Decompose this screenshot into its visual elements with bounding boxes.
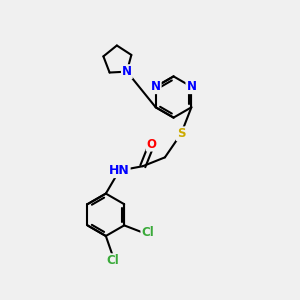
Text: Cl: Cl xyxy=(141,226,154,239)
Text: Cl: Cl xyxy=(107,254,120,267)
Text: N: N xyxy=(122,65,132,78)
Text: HN: HN xyxy=(109,164,130,177)
Text: N: N xyxy=(186,80,197,93)
Text: S: S xyxy=(177,127,185,140)
Text: O: O xyxy=(147,138,157,151)
Text: N: N xyxy=(151,80,161,93)
